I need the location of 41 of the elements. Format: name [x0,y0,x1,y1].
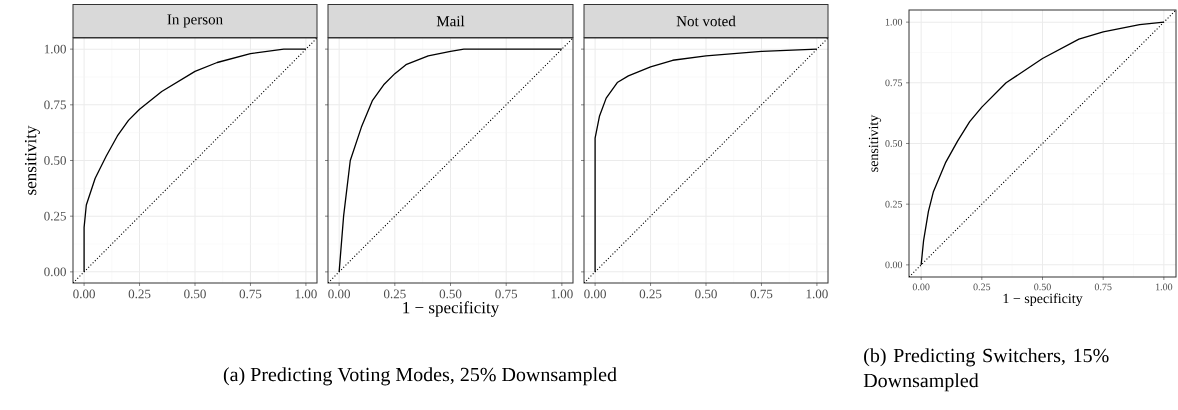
y-axis-title: sensitivity [24,125,40,195]
line-series [920,21,1165,266]
x-tick-label: 0.25 [973,283,991,291]
x-tick-label: 0.00 [73,289,95,299]
y-tick-label: 0.25 [885,200,903,208]
x-tick-label: 0.50 [439,289,462,299]
chart-title: Mail [436,15,465,27]
x-tick-label: 0.75 [239,289,262,299]
x-tick-label: 1.00 [551,289,573,299]
x-tick-label: 0.25 [639,289,662,299]
x-tick-label: 0.50 [184,289,206,299]
x-tick-label: 1.00 [806,289,828,299]
text: (a) Predicting Voting Modes, 25% Downsampled [223,367,617,386]
x-tick-label: 0.00 [584,289,606,299]
y-tick-label: 0.25 [44,211,66,221]
x-axis-title: 1 − specificity [403,301,500,317]
y-tick-label: 0.50 [885,140,903,147]
x-tick-label: 0.00 [912,283,930,291]
text: (b) Predicting Switchers, 15% Downsampled [863,348,1109,392]
x-tick-label: 0.75 [750,289,773,299]
y-tick-label: 0.00 [885,261,903,269]
chart-title: In person [167,14,223,28]
y-tick-label: 1.00 [44,44,66,54]
x-tick-label: 1.00 [295,289,317,299]
x-tick-label: 0.50 [695,289,717,299]
y-tick-label: 0.75 [885,79,903,87]
y-axis-title: sensitivity [868,114,882,172]
x-tick-label: 0.25 [383,289,406,299]
x-tick-label: 1.00 [1156,283,1173,291]
line-series [83,48,307,273]
x-axis-title: 1 − specificity [1003,293,1083,307]
y-tick-label: 1.00 [885,18,903,26]
y-tick-label: 0.75 [44,100,66,110]
x-tick-label: 0.25 [128,289,151,299]
y-tick-label: 0.50 [44,156,66,165]
x-tick-label: 0.00 [328,289,351,299]
chart-title: Not voted [676,15,736,27]
x-tick-label: 0.50 [1034,283,1051,291]
x-tick-label: 0.75 [495,289,518,299]
x-tick-label: 0.75 [1094,283,1112,291]
y-tick-label: 0.00 [44,267,66,277]
